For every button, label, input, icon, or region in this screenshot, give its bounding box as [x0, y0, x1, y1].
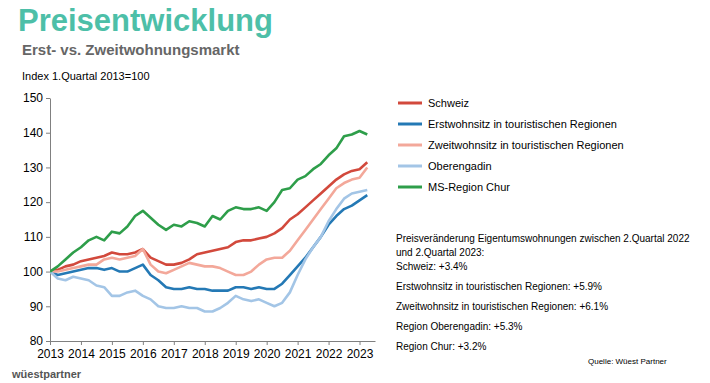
y-tick-label: 140 — [23, 126, 43, 140]
x-tick: 2017 — [161, 341, 188, 361]
x-tick: 2022 — [316, 341, 343, 361]
legend-label: Zweitwohnsitz in touristischen Regionen — [428, 139, 624, 151]
annotation: Region Chur: +3.2% — [396, 341, 486, 352]
x-tick-label: 2017 — [161, 347, 188, 361]
y-tick: 140 — [23, 126, 50, 140]
y-tick-mark — [46, 272, 50, 273]
x-tick: 2018 — [192, 341, 219, 361]
x-tick-mark — [205, 341, 206, 345]
y-tick: 90 — [30, 300, 50, 314]
x-tick: 2016 — [130, 341, 157, 361]
annotation: und 2.Quartal 2023: — [396, 247, 484, 258]
annotation: Zweitwohnsitz in touristischen Regionen:… — [396, 301, 608, 312]
x-tick-label: 2016 — [130, 347, 157, 361]
legend-label: Erstwohnsitz in touristischen Regionen — [428, 118, 617, 130]
y-tick: 120 — [23, 195, 50, 209]
x-tick-mark — [143, 341, 144, 345]
legend-item: Schweiz — [398, 97, 469, 109]
chart: Preisentwicklung Erst- vs. Zweitwohnungsm… — [0, 0, 710, 383]
source: Quelle: Wüest Partner — [588, 357, 667, 366]
x-tick-label: 2022 — [316, 347, 343, 361]
y-tick-label: 90 — [30, 300, 44, 314]
x-tick-mark — [112, 341, 113, 345]
x-tick: 2023 — [347, 341, 374, 361]
x-tick-mark — [236, 341, 237, 345]
y-axis-line — [50, 99, 51, 342]
x-tick-mark — [329, 341, 330, 345]
y-tick-mark — [46, 167, 50, 168]
annotation: Region Oberengadin: +5.3% — [396, 321, 523, 332]
x-tick-label: 2014 — [68, 347, 95, 361]
x-tick-mark — [267, 341, 268, 345]
x-tick: 2020 — [254, 341, 281, 361]
legend-swatch — [398, 186, 422, 189]
y-tick-mark — [46, 306, 50, 307]
y-tick-label: 110 — [24, 230, 43, 244]
annotation: Erstwohnsitz in touristischen Regionen: … — [396, 281, 602, 292]
x-tick-mark — [174, 341, 175, 345]
legend-swatch — [398, 144, 422, 147]
y-tick: 100 — [23, 265, 50, 279]
y-axis: 8090100110120130140150 — [23, 91, 51, 348]
title: Preisentwicklung — [18, 3, 273, 38]
logo: wüestpartner — [11, 368, 82, 380]
series-line — [50, 162, 367, 271]
x-tick-label: 2023 — [347, 347, 374, 361]
y-tick-mark — [46, 98, 50, 99]
legend-item: MS-Region Chur — [398, 181, 510, 193]
legend-swatch — [398, 123, 422, 126]
y-tick-label: 150 — [23, 91, 43, 105]
y-tick-label: 130 — [23, 161, 43, 175]
legend-label: Oberengadin — [428, 160, 492, 172]
x-tick-mark — [360, 341, 361, 345]
x-tick-label: 2018 — [192, 347, 219, 361]
x-tick-mark — [298, 341, 299, 345]
x-tick-label: 2015 — [99, 347, 126, 361]
y-axis-label: Index 1.Quartal 2013=100 — [22, 70, 150, 82]
y-tick-mark — [46, 341, 50, 342]
y-tick-label: 120 — [23, 195, 43, 209]
y-tick-label: 100 — [23, 265, 43, 279]
legend-label: Schweiz — [428, 97, 469, 109]
x-tick-label: 2021 — [285, 347, 312, 361]
legend-label: MS-Region Chur — [428, 181, 510, 193]
x-tick: 2019 — [223, 341, 250, 361]
annotations: Preisveränderung Eigentumswohnungen zwis… — [396, 233, 690, 352]
x-tick-label: 2013 — [37, 347, 64, 361]
x-tick: 2014 — [68, 341, 95, 361]
y-tick: 150 — [23, 91, 50, 105]
y-tick: 130 — [23, 161, 50, 175]
x-axis: 2013 2014 2015 2016 2017 2018 2019 2020 2021 2022… — [37, 341, 375, 361]
x-tick-mark — [81, 341, 82, 345]
x-tick: 2021 — [285, 341, 312, 361]
legend-item: Erstwohnsitz in touristischen Regionen — [398, 118, 617, 130]
y-tick-mark — [46, 133, 50, 134]
annotation: Preisveränderung Eigentumswohnungen zwis… — [396, 233, 690, 244]
lines — [50, 131, 367, 312]
x-tick-mark — [50, 341, 51, 345]
x-tick: 2015 — [99, 341, 126, 361]
annotation: Schweiz: +3.4% — [396, 261, 468, 272]
series-line — [50, 190, 367, 312]
x-tick-label: 2019 — [223, 347, 250, 361]
x-tick: 2013 — [37, 341, 64, 361]
legend-swatch — [398, 102, 422, 105]
legend: Schweiz Erstwohnsitz in touristischen Reg… — [398, 97, 624, 193]
y-tick-mark — [46, 237, 50, 238]
legend-swatch — [398, 165, 422, 168]
subtitle: Erst- vs. Zweitwohnungsmarkt — [22, 41, 240, 58]
y-tick-mark — [46, 202, 50, 203]
series-line — [50, 131, 367, 272]
x-tick-label: 2020 — [254, 347, 281, 361]
x-axis-line — [51, 341, 376, 342]
legend-item: Oberengadin — [398, 160, 492, 172]
legend-item: Zweitwohnsitz in touristischen Regionen — [398, 139, 624, 151]
y-tick: 110 — [24, 230, 50, 244]
